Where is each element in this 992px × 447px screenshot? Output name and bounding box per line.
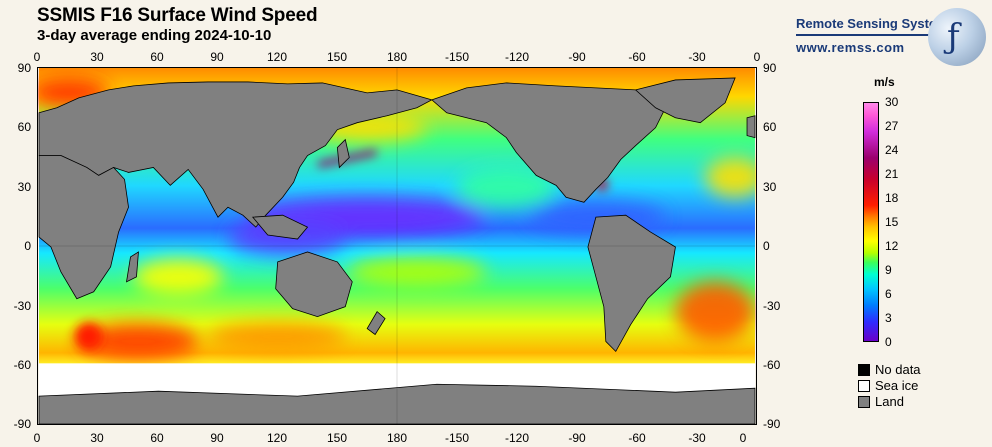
colorbar-tick: 3 bbox=[885, 311, 892, 325]
wind-speed-map[interactable] bbox=[37, 67, 757, 425]
colorbar-tick: 0 bbox=[885, 335, 892, 349]
brand-url[interactable]: www.remss.com bbox=[796, 40, 905, 55]
lon-tick-top: 30 bbox=[90, 50, 104, 64]
lon-tick-top: -30 bbox=[688, 50, 706, 64]
colorbar-tick: 24 bbox=[885, 143, 899, 157]
lat-tick-right: 0 bbox=[763, 239, 770, 253]
landmass-africa bbox=[38, 155, 129, 300]
map-subtitle: 3-day average ending 2024-10-10 bbox=[37, 27, 272, 44]
lat-tick-right: -90 bbox=[763, 417, 781, 431]
legend-label: Land bbox=[875, 394, 904, 409]
lon-tick-bottom: -30 bbox=[688, 431, 706, 445]
colorbar-tick: 15 bbox=[885, 215, 899, 229]
lon-tick-bottom: 0 bbox=[739, 431, 747, 445]
lon-tick-bottom: -90 bbox=[568, 431, 586, 445]
lon-tick-bottom: 120 bbox=[266, 431, 288, 445]
grid-lines bbox=[39, 68, 755, 424]
legend-label: No data bbox=[875, 362, 921, 377]
sea-ice-swatch bbox=[858, 380, 870, 392]
lon-tick-bottom: 150 bbox=[326, 431, 348, 445]
landmass-north-america bbox=[431, 82, 667, 203]
landmass-madagascar bbox=[126, 251, 139, 283]
lon-tick-top: 0 bbox=[33, 50, 41, 64]
colorbar-unit: m/s bbox=[874, 75, 895, 89]
land-masses bbox=[38, 77, 756, 424]
lat-tick-right: 90 bbox=[763, 61, 777, 75]
lon-tick-top: 0 bbox=[753, 50, 761, 64]
lon-tick-bottom: 60 bbox=[150, 431, 164, 445]
lon-tick-bottom: 30 bbox=[90, 431, 104, 445]
landmass-new-zealand bbox=[366, 311, 386, 336]
lat-tick-right: -60 bbox=[763, 358, 781, 372]
landmass-maritime-asia bbox=[252, 214, 309, 240]
lon-tick-bottom: -150 bbox=[444, 431, 470, 445]
lat-tick-left: 0 bbox=[24, 239, 31, 253]
lon-tick-top: -60 bbox=[628, 50, 646, 64]
landmass-eurasia bbox=[38, 81, 433, 228]
lat-tick-right: 60 bbox=[763, 120, 777, 134]
lon-tick-top: 90 bbox=[210, 50, 224, 64]
colorbar-tick: 18 bbox=[885, 191, 899, 205]
lon-tick-bottom: 0 bbox=[33, 431, 41, 445]
lon-tick-top: -90 bbox=[568, 50, 586, 64]
lon-tick-bottom: 180 bbox=[386, 431, 408, 445]
landmass-antarctica bbox=[38, 383, 756, 424]
colorbar-tick: 21 bbox=[885, 167, 899, 181]
landmass-uk bbox=[746, 115, 756, 139]
lat-tick-left: 30 bbox=[17, 180, 31, 194]
brand-divider bbox=[796, 34, 946, 36]
globe-logo-icon: ƒ bbox=[928, 8, 986, 66]
map-title: SSMIS F16 Surface Wind Speed bbox=[37, 5, 318, 26]
lon-tick-top: -120 bbox=[504, 50, 530, 64]
colorbar-tick: 9 bbox=[885, 263, 892, 277]
landmass-south-america bbox=[587, 214, 676, 353]
colorbar-tick: 27 bbox=[885, 119, 899, 133]
landmass-australia bbox=[275, 251, 353, 318]
landmass-greenland bbox=[634, 77, 736, 124]
lon-tick-bottom: 90 bbox=[210, 431, 224, 445]
lat-tick-left: -60 bbox=[13, 358, 31, 372]
lat-tick-left: 60 bbox=[17, 120, 31, 134]
lat-tick-left: -30 bbox=[13, 299, 31, 313]
lon-tick-bottom: -60 bbox=[628, 431, 646, 445]
land-swatch bbox=[858, 396, 870, 408]
lon-tick-bottom: -120 bbox=[504, 431, 530, 445]
lon-tick-top: 180 bbox=[386, 50, 408, 64]
lat-tick-left: 90 bbox=[17, 61, 31, 75]
legend-land: Land bbox=[858, 394, 904, 409]
lat-tick-right: 30 bbox=[763, 180, 777, 194]
legend-label: Sea ice bbox=[875, 378, 919, 393]
lon-tick-top: -150 bbox=[444, 50, 470, 64]
colorbar-tick: 6 bbox=[885, 287, 892, 301]
landmass-japan bbox=[336, 138, 350, 169]
colorbar-tick: 30 bbox=[885, 95, 899, 109]
lon-tick-top: 120 bbox=[266, 50, 288, 64]
lon-tick-top: 150 bbox=[326, 50, 348, 64]
lat-tick-right: -30 bbox=[763, 299, 781, 313]
brand-name[interactable]: Remote Sensing Systems bbox=[796, 16, 955, 31]
legend-no-data: No data bbox=[858, 362, 921, 377]
lat-tick-left: -90 bbox=[13, 417, 31, 431]
lon-tick-top: 60 bbox=[150, 50, 164, 64]
no-data-swatch bbox=[858, 364, 870, 376]
legend-sea-ice: Sea ice bbox=[858, 378, 918, 393]
colorbar-tick: 12 bbox=[885, 239, 899, 253]
colorbar bbox=[863, 102, 879, 342]
